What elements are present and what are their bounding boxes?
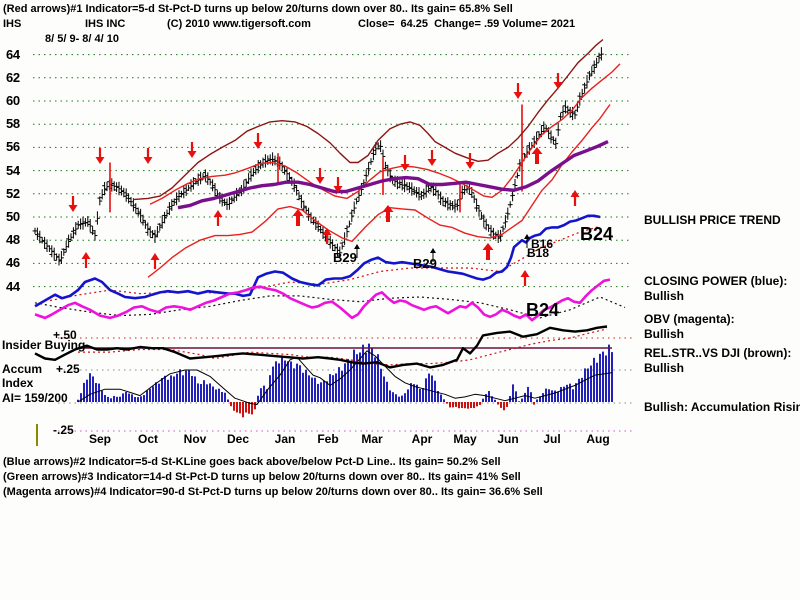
month-label: Dec	[226, 432, 249, 446]
month-label: Jun	[497, 432, 519, 446]
date-range: 8/ 5/ 9- 8/ 4/ 10	[45, 33, 119, 45]
y-tick-label: 58	[6, 116, 20, 132]
price-gridlines	[33, 54, 632, 288]
y-tick-label: 46	[6, 255, 20, 271]
closing-power-label: CLOSING POWER (blue):	[644, 274, 788, 288]
month-label: Jul	[543, 432, 561, 446]
insider-ma-red-dotted	[78, 328, 608, 366]
month-label: Apr	[411, 432, 433, 446]
copyright-text: (C) 2010 www.tigersoft.com	[167, 18, 311, 30]
rel-strength-label: REL.STR..VS DJI (brown):	[644, 346, 792, 360]
month-label: Jan	[274, 432, 296, 446]
month-label: Aug	[586, 432, 610, 446]
y-tick-label: 56	[6, 139, 20, 155]
closing-power-value: Bullish	[644, 289, 685, 303]
y-tick-label: 44	[6, 278, 20, 294]
plus25-label: +.25	[56, 362, 80, 376]
month-label: May	[453, 432, 477, 446]
signal-arrows	[68, 73, 580, 286]
purple-ma-line	[177, 140, 609, 210]
insider-buying-label: Insider Buying	[2, 338, 86, 352]
y-tick-label: 50	[6, 209, 20, 224]
index-label: Index	[2, 376, 34, 390]
rel-strength-value: Bullish	[644, 361, 685, 375]
signal-label: B16	[531, 237, 553, 251]
ticker-symbol: IHS	[3, 18, 22, 30]
insider-buying-line	[34, 325, 608, 369]
footer-indicator4-text: (Magenta arrows)#4 Indicator=90-d St-Pct…	[3, 486, 543, 498]
quote-stats: Close= 64.25 Change= .59 Volume= 2021	[358, 18, 576, 30]
footer-indicator3-text: (Green arrows)#3 Indicator=14-d St-Pct-D…	[3, 471, 521, 483]
obv-ma-dotted	[34, 295, 626, 319]
footer-indicator2-text: (Blue arrows)#2 Indicator=5-d St-KLine g…	[3, 456, 501, 468]
y-tick-label: 62	[6, 69, 20, 85]
header-indicator1-text: (Red arrows)#1 Indicator=5-d St-Pct-D tu…	[3, 3, 513, 15]
obv-value: Bullish	[644, 327, 685, 341]
y-tick-label: 54	[6, 162, 20, 178]
upper-band-maroon	[132, 38, 604, 201]
y-tick-label: 48	[6, 232, 20, 248]
signal-label: B24	[526, 300, 559, 320]
company-name: IHS INC	[85, 18, 126, 30]
obv-label: OBV (magenta):	[644, 312, 735, 326]
signal-red-bars	[109, 104, 523, 213]
signal-label: B29	[413, 256, 437, 271]
closing-power-line	[34, 214, 601, 308]
month-label: Mar	[361, 432, 383, 446]
y-tick-label: 60	[6, 93, 20, 108]
month-label: Sep	[88, 432, 111, 446]
month-label: Nov	[183, 432, 207, 446]
month-label: Feb	[317, 432, 339, 446]
accum-index-histogram	[77, 343, 613, 418]
y-tick-label: 52	[6, 185, 20, 201]
price-ohlc-bars	[32, 47, 604, 266]
accum-index-ma-line	[77, 350, 613, 406]
lower-band-red	[147, 104, 611, 278]
signal-label: B18	[527, 246, 549, 260]
price-trend-status: BULLISH PRICE TREND	[644, 213, 781, 227]
obv-line	[34, 278, 611, 322]
y-tick-label: 64	[6, 46, 20, 62]
accumulation-status: Bullish: Accumulation Rising	[644, 400, 800, 414]
plus50-label: +.50	[53, 328, 77, 342]
signal-label: B24	[580, 224, 613, 244]
accum-label: Accum	[2, 362, 43, 376]
ai-ratio-label: AI= 159/200	[2, 391, 68, 405]
signal-label: B29	[333, 250, 357, 265]
minus25-label: -.25	[53, 423, 74, 437]
month-label: Oct	[137, 432, 158, 446]
closing-power-ma-dotted	[49, 225, 601, 302]
